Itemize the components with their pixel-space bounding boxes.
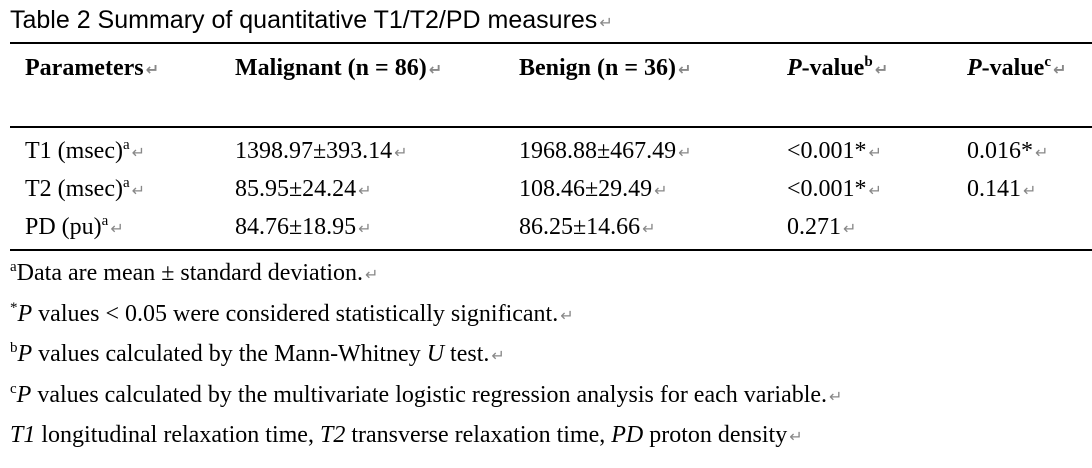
italic-text: P <box>787 55 802 81</box>
table-title: Table 2 Summary of quantitative T1/T2/PD… <box>10 6 613 35</box>
top-rule <box>10 42 1092 44</box>
table-cell: 84.76±18.95 <box>235 207 372 249</box>
header-cell: Parameters <box>25 48 159 90</box>
text: Parameters <box>25 55 144 81</box>
italic-text: P <box>967 55 982 81</box>
table-cell: <0.001* <box>787 169 882 211</box>
footnote: *P values < 0.05 were considered statist… <box>10 299 574 331</box>
text: Data are mean ± standard deviation. <box>16 260 364 286</box>
superscript: a <box>101 213 109 229</box>
text: 0.271 <box>787 214 841 240</box>
table-cell: 1968.88±467.49 <box>519 131 692 173</box>
text: values < 0.05 were considered statistica… <box>32 300 559 327</box>
text: 108.46±29.49 <box>519 176 653 202</box>
table-cell: 0.016* <box>967 131 1048 173</box>
text: PD (pu) <box>25 214 102 240</box>
superscript: c <box>1044 54 1052 70</box>
row-label: PD (pu)a <box>25 207 124 249</box>
text: T2 (msec) <box>25 176 123 202</box>
superscript: a <box>10 259 17 275</box>
italic-text: P <box>17 300 33 327</box>
superscript: c <box>10 380 17 397</box>
superscript: a <box>122 175 130 191</box>
header-rule <box>10 126 1092 128</box>
footnote: bP values calculated by the Mann-Whitney… <box>10 339 505 371</box>
header-cell: Malignant (n = 86) <box>235 48 442 90</box>
table-cell: 0.141 <box>967 169 1036 211</box>
footnote: T1 longitudinal relaxation time, T2 tran… <box>10 420 803 452</box>
italic-text: T2 <box>319 422 346 448</box>
header-cell: Benign (n = 36) <box>519 48 691 90</box>
table-cell: 85.95±24.24 <box>235 169 372 211</box>
text: values calculated by the Mann-Whitney <box>32 341 427 367</box>
table-cell: 86.25±14.66 <box>519 207 656 249</box>
text: <0.001* <box>787 176 867 202</box>
text: test. <box>444 341 490 367</box>
text: Benign (n = 36) <box>519 55 677 81</box>
text: transverse relaxation time, <box>345 422 612 448</box>
text: Malignant (n = 86) <box>235 55 427 81</box>
footnote: aData are mean ± standard deviation. <box>10 258 378 290</box>
text: 86.25±14.66 <box>519 214 641 240</box>
text: proton density <box>643 422 788 448</box>
table-cell: 108.46±29.49 <box>519 169 668 211</box>
footnote: cP values calculated by the multivariate… <box>10 380 842 412</box>
superscript: b <box>10 340 18 356</box>
italic-text: P <box>17 341 33 367</box>
text: 1398.97±393.14 <box>235 138 393 164</box>
text: 0.016* <box>967 138 1033 164</box>
text: -value <box>801 55 865 81</box>
text: <0.001* <box>787 138 867 164</box>
text: 84.76±18.95 <box>235 214 357 240</box>
table-cell: 1398.97±393.14 <box>235 131 408 173</box>
row-label: T1 (msec)a <box>25 131 145 173</box>
header-cell: P-valueb <box>787 48 888 90</box>
italic-text: T1 <box>10 422 36 448</box>
superscript: b <box>864 54 873 70</box>
table-cell: <0.001* <box>787 131 882 173</box>
text: T1 (msec) <box>25 138 123 164</box>
text: values calculated by the multivariate lo… <box>31 381 828 408</box>
italic-text: P <box>16 381 32 408</box>
text: -value <box>981 55 1045 81</box>
table-cell: 0.271 <box>787 207 856 249</box>
header-cell: P-valuec <box>967 48 1077 90</box>
bottom-rule <box>10 249 1092 251</box>
italic-text: U <box>426 341 445 367</box>
superscript: a <box>122 137 130 153</box>
italic-text: PD <box>611 422 644 448</box>
row-label: T2 (msec)a <box>25 169 145 211</box>
text: longitudinal relaxation time, <box>35 422 320 448</box>
superscript: * <box>10 299 18 316</box>
text: 0.141 <box>967 176 1021 202</box>
text: 1968.88±467.49 <box>519 138 677 164</box>
text: 85.95±24.24 <box>235 176 357 202</box>
